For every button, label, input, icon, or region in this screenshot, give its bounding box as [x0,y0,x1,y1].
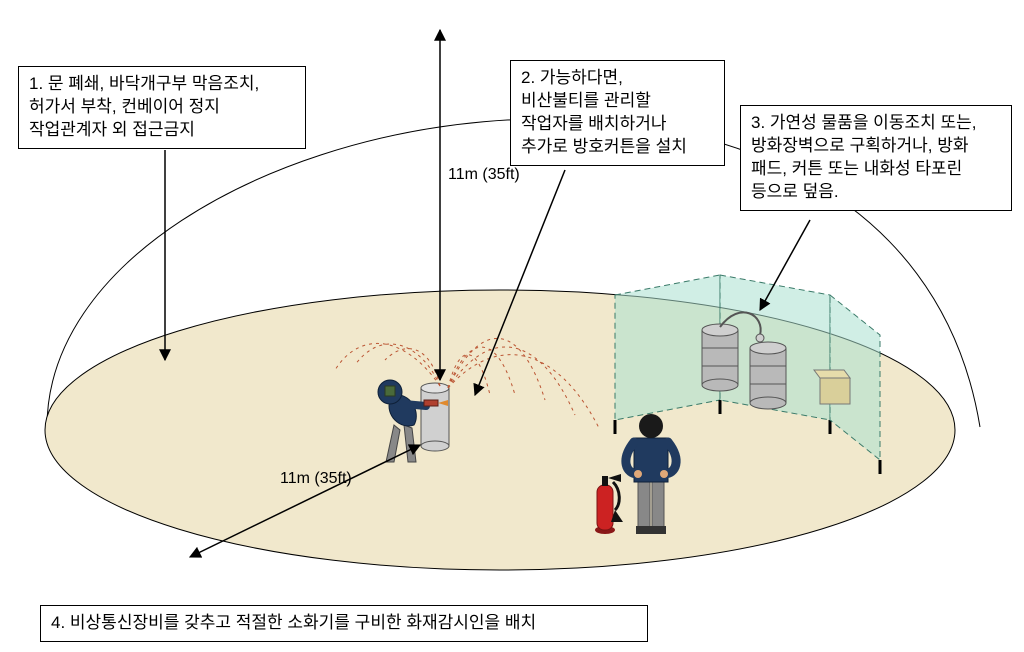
callout-3: 3. 가연성 물품을 이동조치 또는, 방화장벽으로 구획하거나, 방화 패드,… [740,105,1012,211]
dim-horizontal-label: 11m (35ft) [280,470,352,488]
callout-2-line4: 추가로 방호커튼을 설치 [521,136,714,159]
callout-2-line2: 비산불티를 관리할 [521,90,714,113]
callout-3-line2: 방화장벽으로 구획하거나, 방화 [751,135,1001,158]
callout-4: 4. 비상통신장비를 갖추고 적절한 소화기를 구비한 화재감시인을 배치 [40,605,648,642]
callout-2: 2. 가능하다면, 비산불티를 관리할 작업자를 배치하거나 추가로 방호커튼을… [510,60,725,166]
callout-3-line4: 등으로 덮음. [751,181,1001,204]
callout-1-line1: 1. 문 폐쇄, 바닥개구부 막음조치, [29,73,295,96]
callout-1-line3: 작업관계자 외 접근금지 [29,119,295,142]
callout-1: 1. 문 폐쇄, 바닥개구부 막음조치, 허가서 부착, 컨베이어 정지 작업관… [18,66,306,149]
callout-2-line1: 2. 가능하다면, [521,67,714,90]
callout-3-line1: 3. 가연성 물품을 이동조치 또는, [751,112,1001,135]
work-cylinder [421,383,449,451]
callout-3-line3: 패드, 커튼 또는 내화성 타포린 [751,158,1001,181]
callout-2-line3: 작업자를 배치하거나 [521,113,714,136]
diagram-stage: 1. 문 폐쇄, 바닥개구부 막음조치, 허가서 부착, 컨베이어 정지 작업관… [0,0,1024,652]
callout-1-line2: 허가서 부착, 컨베이어 정지 [29,96,295,119]
dim-vertical-label: 11m (35ft) [448,166,520,184]
callout-4-text: 4. 비상통신장비를 갖추고 적절한 소화기를 구비한 화재감시인을 배치 [51,613,536,632]
